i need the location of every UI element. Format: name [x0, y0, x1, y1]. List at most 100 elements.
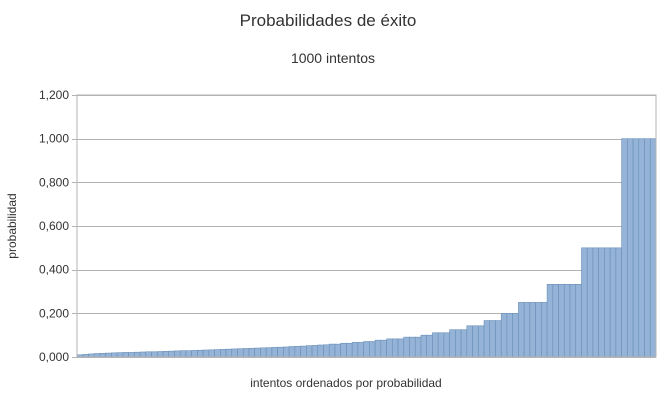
y-axis-label: probabilidad: [5, 193, 19, 258]
bar: [409, 336, 416, 358]
bar: [151, 351, 158, 358]
bar: [225, 348, 233, 358]
bar: [495, 320, 502, 358]
bar: [529, 302, 536, 358]
bar: [644, 138, 651, 358]
bar: [168, 350, 175, 358]
bar: [621, 138, 628, 358]
bar: [265, 347, 273, 358]
bar: [649, 138, 657, 358]
chart-subtitle: 1000 intentos: [291, 50, 375, 66]
bar: [134, 351, 141, 358]
bar: [237, 348, 244, 358]
bar: [357, 342, 364, 358]
bar: [581, 247, 588, 358]
bar: [627, 138, 634, 358]
bar: [391, 338, 399, 358]
bar: [472, 325, 479, 358]
bar: [558, 283, 565, 358]
bar: [208, 349, 215, 358]
bar: [231, 348, 238, 358]
bar: [311, 345, 319, 358]
bar: [128, 352, 135, 358]
bar: [122, 352, 129, 358]
bar: [541, 302, 548, 358]
bar: [443, 332, 450, 358]
bar: [334, 343, 342, 358]
bar: [277, 346, 284, 358]
y-tick-label: 0,600: [39, 219, 69, 233]
chart-title: Probabilidades de éxito: [240, 11, 417, 30]
bar: [317, 344, 324, 358]
bar: [191, 350, 198, 358]
bar: [283, 346, 290, 358]
bar: [638, 138, 645, 358]
bar: [288, 346, 296, 358]
bar: [363, 341, 370, 358]
bars: [76, 138, 657, 358]
bar: [99, 352, 106, 358]
bar: [426, 334, 433, 358]
bar: [569, 283, 577, 358]
bar: [500, 313, 508, 358]
bar: [414, 336, 422, 358]
bar: [512, 313, 519, 358]
bar: [306, 345, 313, 358]
bar: [437, 332, 445, 358]
bar: [179, 350, 187, 358]
bar: [346, 342, 353, 358]
bar: [420, 334, 427, 358]
bar: [535, 302, 542, 358]
bar: [328, 343, 336, 358]
bar: [156, 351, 164, 358]
bar: [185, 350, 192, 358]
y-tick-label: 1,000: [39, 132, 69, 146]
bar: [260, 347, 267, 358]
bar: [145, 351, 152, 358]
bar: [351, 342, 359, 358]
bar: [386, 338, 393, 358]
bar: [254, 347, 261, 358]
bar: [477, 325, 485, 358]
bar: [546, 283, 554, 358]
bar: [466, 325, 473, 358]
bar: [397, 338, 405, 358]
bar: [604, 247, 611, 358]
bar: [214, 349, 221, 358]
bar: [518, 302, 525, 358]
bar: [632, 138, 640, 358]
y-tick-label: 0,200: [39, 306, 69, 320]
y-ticks: 0,000 0,200 0,400 0,600 0,800 1,000 1,200: [39, 88, 77, 364]
bar: [563, 283, 571, 358]
bar: [340, 342, 347, 358]
bar: [609, 247, 617, 358]
bar: [202, 349, 210, 358]
bar: [506, 313, 513, 358]
y-tick-label: 0,000: [39, 350, 69, 364]
bar: [592, 247, 599, 358]
bar: [449, 329, 456, 358]
bar: [111, 352, 118, 358]
bar: [93, 353, 101, 358]
bar: [300, 345, 307, 358]
bar: [489, 320, 496, 358]
bar: [174, 350, 181, 358]
bar: [220, 349, 227, 358]
bar: [116, 352, 124, 358]
bar: [380, 339, 387, 358]
bar: [598, 247, 605, 358]
bar: [139, 351, 147, 358]
bar: [369, 341, 376, 358]
bar: [455, 329, 462, 358]
bar: [248, 347, 256, 358]
y-tick-label: 0,800: [39, 175, 69, 189]
y-tick-label: 0,400: [39, 263, 69, 277]
bar: [323, 344, 330, 358]
y-tick-label: 1,200: [39, 88, 69, 102]
bar: [242, 348, 250, 358]
bar: [374, 339, 382, 358]
bar: [197, 349, 204, 358]
bar: [271, 347, 278, 358]
bar: [575, 283, 582, 358]
